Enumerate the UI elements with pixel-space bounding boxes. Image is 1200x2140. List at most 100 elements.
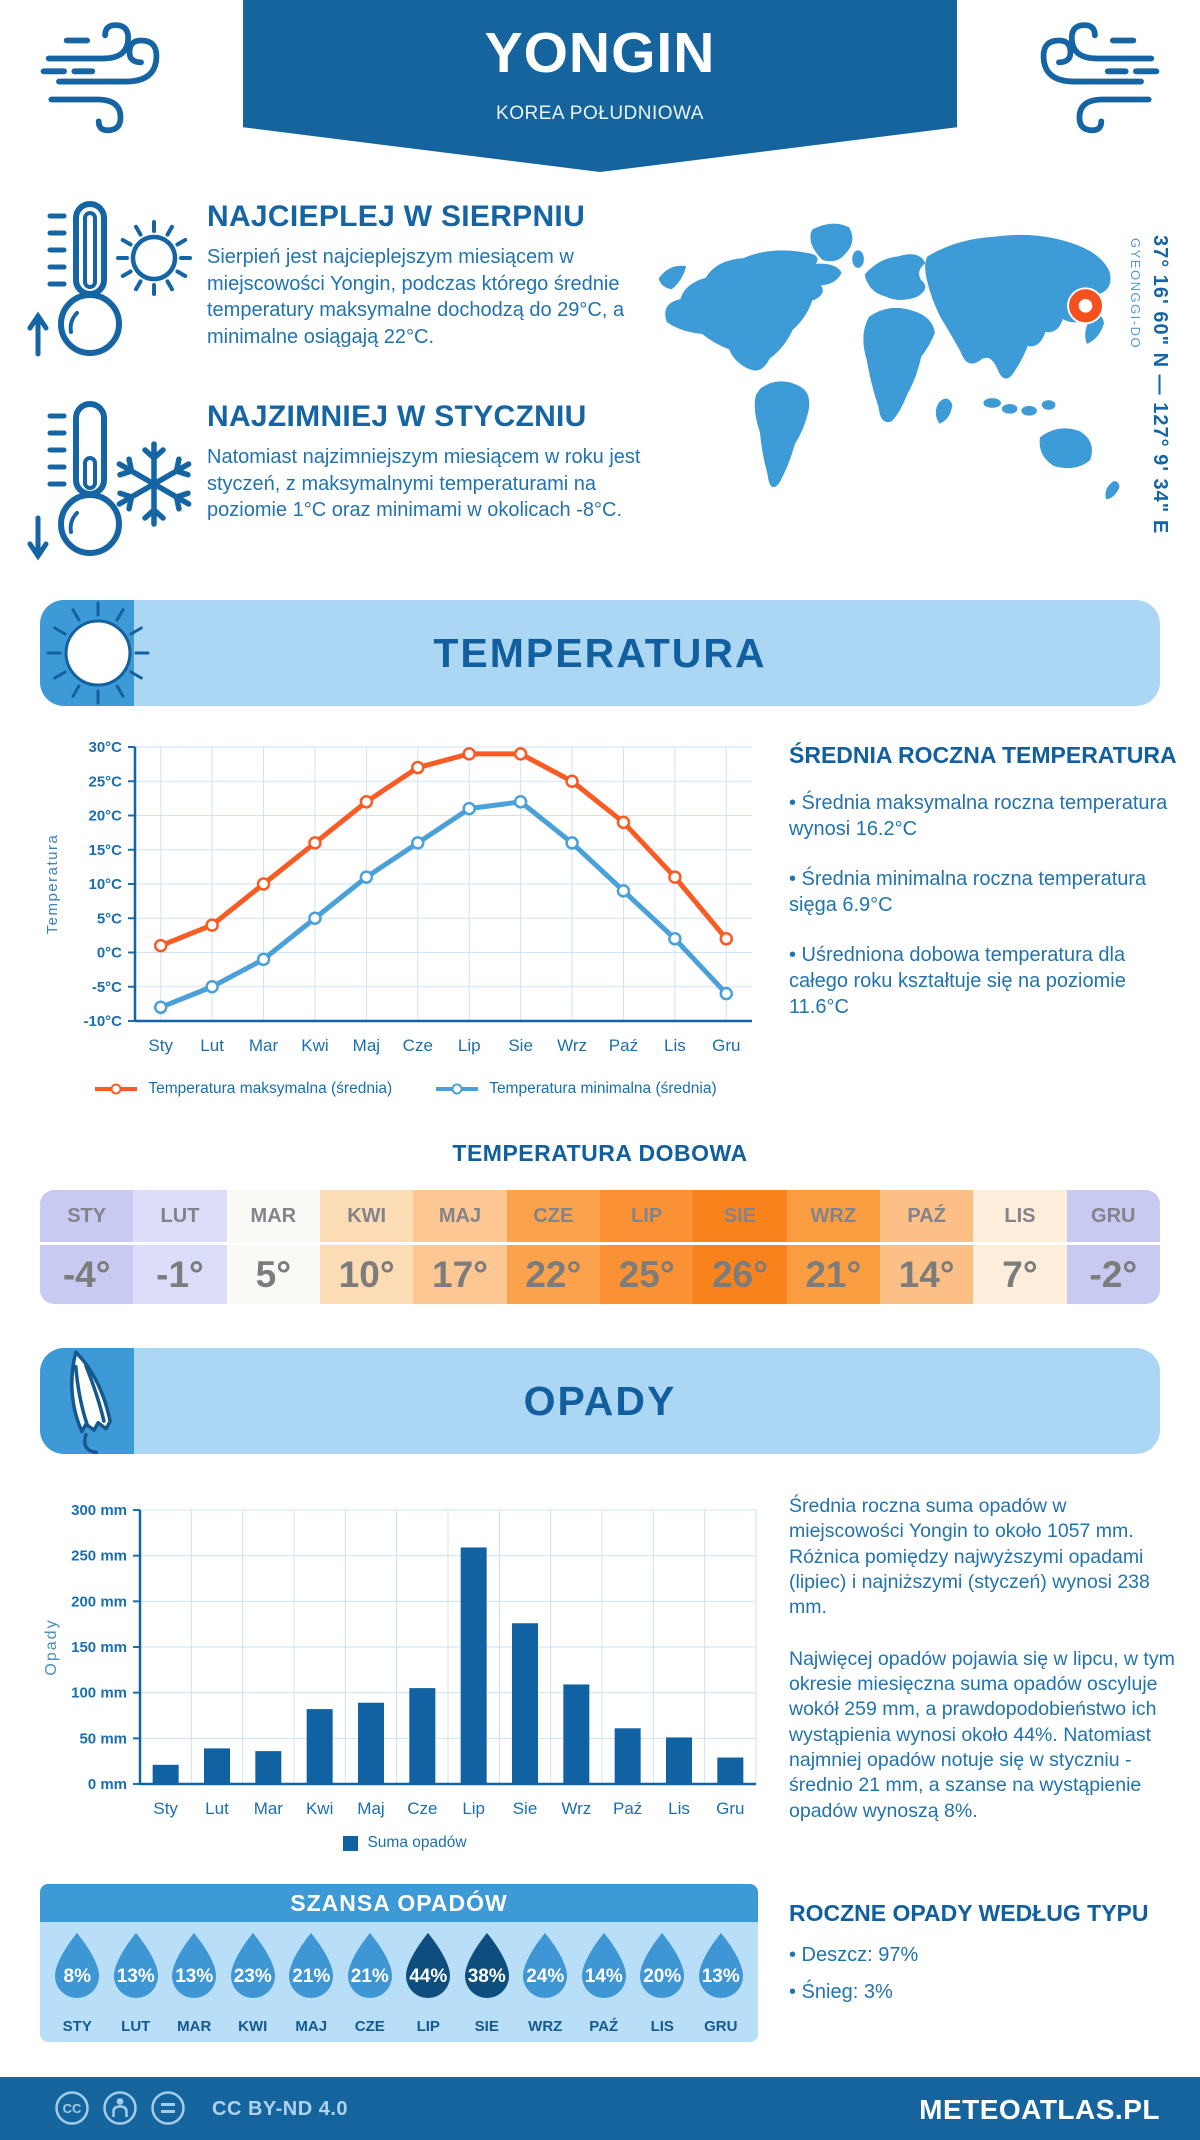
svg-text:Cze: Cze — [407, 1799, 437, 1818]
chance-month-label: SIE — [474, 2018, 499, 2035]
droplet-icon — [640, 1933, 685, 1998]
month-column: CZE 22° — [506, 1190, 600, 1304]
svg-text:10°C: 10°C — [88, 876, 122, 893]
thermometer-cold-icon — [27, 401, 192, 561]
month-column: PAŹ 14° — [879, 1190, 974, 1304]
month-column: MAJ 17° — [413, 1190, 507, 1304]
legend-item: Temperatura minimalna (średnia) — [434, 1080, 717, 1098]
location-region: GYEONGGI-DO — [1128, 238, 1143, 350]
month-temperature-value: -2° — [1066, 1245, 1160, 1304]
chance-month-label: CZE — [354, 2018, 385, 2035]
droplet-icon — [581, 1933, 626, 1998]
legend-line-icon — [95, 1083, 138, 1095]
droplet-icon — [55, 1933, 100, 1998]
cc-icon: CC — [55, 2091, 89, 2125]
annual-temperature-heading: ŚREDNIA ROCZNA TEMPERATURA — [789, 742, 1177, 768]
chance-month-label: MAR — [177, 2018, 212, 2035]
svg-text:Mar: Mar — [254, 1799, 284, 1818]
brand-label: METEOATLAS.PL — [919, 2094, 1160, 2125]
precipitation-chart-legend: Suma opadów — [40, 1834, 770, 1852]
chance-droplet: 38% SIE — [458, 1922, 517, 2042]
world-map — [658, 223, 1120, 500]
svg-text:Maj: Maj — [357, 1799, 384, 1818]
chance-percent: 21% — [292, 1966, 331, 1987]
svg-text:-10°C: -10°C — [83, 1013, 122, 1030]
month-label: STY — [40, 1190, 134, 1242]
sun-icon — [46, 601, 150, 705]
list-item: • Średnia minimalna roczna temperatura s… — [789, 868, 1147, 916]
footer: CC CC BY-ND 4.0 METEOATLAS.PL — [0, 2077, 1200, 2140]
svg-text:Sty: Sty — [148, 1036, 173, 1055]
highlight-cold-title: NAJZIMNIEJ W STYCZNIU — [207, 400, 587, 433]
month-column: STY -4° — [40, 1190, 134, 1304]
svg-text:Paź: Paź — [613, 1799, 642, 1818]
droplet-icon — [347, 1933, 392, 1998]
page-title: YONGIN — [484, 21, 716, 85]
month-label: LUT — [133, 1190, 227, 1242]
precipitation-chance-panel: SZANSA OPADÓW 8% STY 13% LUT 13% MAR 23% KWI 21%… — [40, 1884, 758, 2042]
chance-droplet: 20% LIS — [633, 1922, 692, 2042]
month-label: SIE — [693, 1190, 787, 1242]
chance-percent: 23% — [233, 1966, 272, 1987]
license-label: CC BY-ND 4.0 — [212, 2098, 349, 2120]
chance-droplet: 21% CZE — [341, 1922, 400, 2042]
chance-percent: 14% — [584, 1966, 623, 1987]
precipitation-chance-body: 8% STY 13% LUT 13% MAR 23% KWI 21% MAJ 21% CZE 44% LI… — [40, 1922, 758, 2042]
chance-droplet: 24% WRZ — [516, 1922, 575, 2042]
sun-icon-area — [40, 600, 150, 706]
svg-text:100 mm: 100 mm — [71, 1685, 127, 1702]
precipitation-type-bullets: • Deszcz: 97% • Śnieg: 3% — [789, 1942, 1169, 2016]
chance-droplet: 14% PAŹ — [575, 1922, 634, 2042]
svg-text:150 mm: 150 mm — [71, 1639, 127, 1656]
chance-month-label: GRU — [704, 2018, 738, 2035]
droplet-icon — [230, 1933, 275, 1998]
droplet-icon — [464, 1933, 509, 1998]
svg-text:Wrz: Wrz — [557, 1036, 587, 1055]
svg-text:Lip: Lip — [458, 1036, 481, 1055]
month-temperature-value: 14° — [879, 1245, 974, 1304]
header-banner: YONGIN KOREA POŁUDNIOWA — [243, 0, 957, 172]
month-temperature-value: 22° — [506, 1245, 600, 1304]
chance-month-label: WRZ — [528, 2018, 563, 2035]
precipitation-paragraphs: Średnia roczna suma opadów w miejscowośc… — [789, 1494, 1177, 1850]
list-item: • Uśredniona dobowa temperatura dla całe… — [789, 944, 1126, 1018]
month-column: GRU -2° — [1066, 1190, 1160, 1304]
thermometer-warm-icon — [27, 201, 192, 357]
umbrella-icon — [70, 1350, 112, 1455]
precipitation-bar-chart-svg: 0 mm 50 mm 100 mm 150 mm 200 mm 250 mm 300 mm S… — [43, 1502, 757, 1818]
temperature-section-header: TEMPERATURA — [40, 600, 1160, 706]
svg-text:Cze: Cze — [403, 1036, 433, 1055]
svg-text:Lip: Lip — [462, 1799, 485, 1818]
chance-percent: 13% — [175, 1966, 214, 1987]
svg-text:25°C: 25°C — [88, 773, 122, 790]
svg-text:CC: CC — [63, 2101, 82, 2116]
chance-percent: 8% — [63, 1966, 91, 1987]
svg-text:250 mm: 250 mm — [71, 1548, 127, 1565]
chance-percent: 38% — [467, 1966, 506, 1987]
precipitation-section-header: OPADY — [40, 1348, 1160, 1455]
legend-square-icon — [343, 1835, 359, 1851]
month-label: PAŹ — [879, 1190, 974, 1242]
month-temperature-value: 26° — [693, 1245, 787, 1304]
precipitation-chance-heading: SZANSA OPADÓW — [40, 1884, 758, 1922]
wind-icon — [40, 22, 160, 134]
umbrella-icon-area — [40, 1348, 134, 1455]
cc-nd-icon — [151, 2091, 185, 2125]
chance-month-label: STY — [62, 2018, 92, 2035]
list-item: • Średnia maksymalna roczna temperatura … — [789, 792, 1168, 840]
annual-temperature-bullets: • Średnia maksymalna roczna temperatura … — [789, 790, 1171, 1044]
month-temperature-value: -4° — [40, 1245, 134, 1304]
precipitation-section-title: OPADY — [523, 1378, 677, 1424]
svg-text:Kwi: Kwi — [301, 1036, 328, 1055]
droplet-icon — [113, 1933, 158, 1998]
svg-text:Gru: Gru — [716, 1799, 744, 1818]
month-temperature-value: -1° — [133, 1245, 227, 1304]
list-item: • Śnieg: 3% — [789, 1981, 893, 2003]
chance-droplet: 23% KWI — [224, 1922, 283, 2042]
month-temperature-value: 5° — [226, 1245, 320, 1304]
svg-text:Lis: Lis — [668, 1799, 690, 1818]
month-label: CZE — [506, 1190, 600, 1242]
svg-text:0 mm: 0 mm — [88, 1776, 127, 1793]
month-temperature-value: 17° — [413, 1245, 507, 1304]
legend-label: Temperatura minimalna (średnia) — [489, 1080, 717, 1097]
